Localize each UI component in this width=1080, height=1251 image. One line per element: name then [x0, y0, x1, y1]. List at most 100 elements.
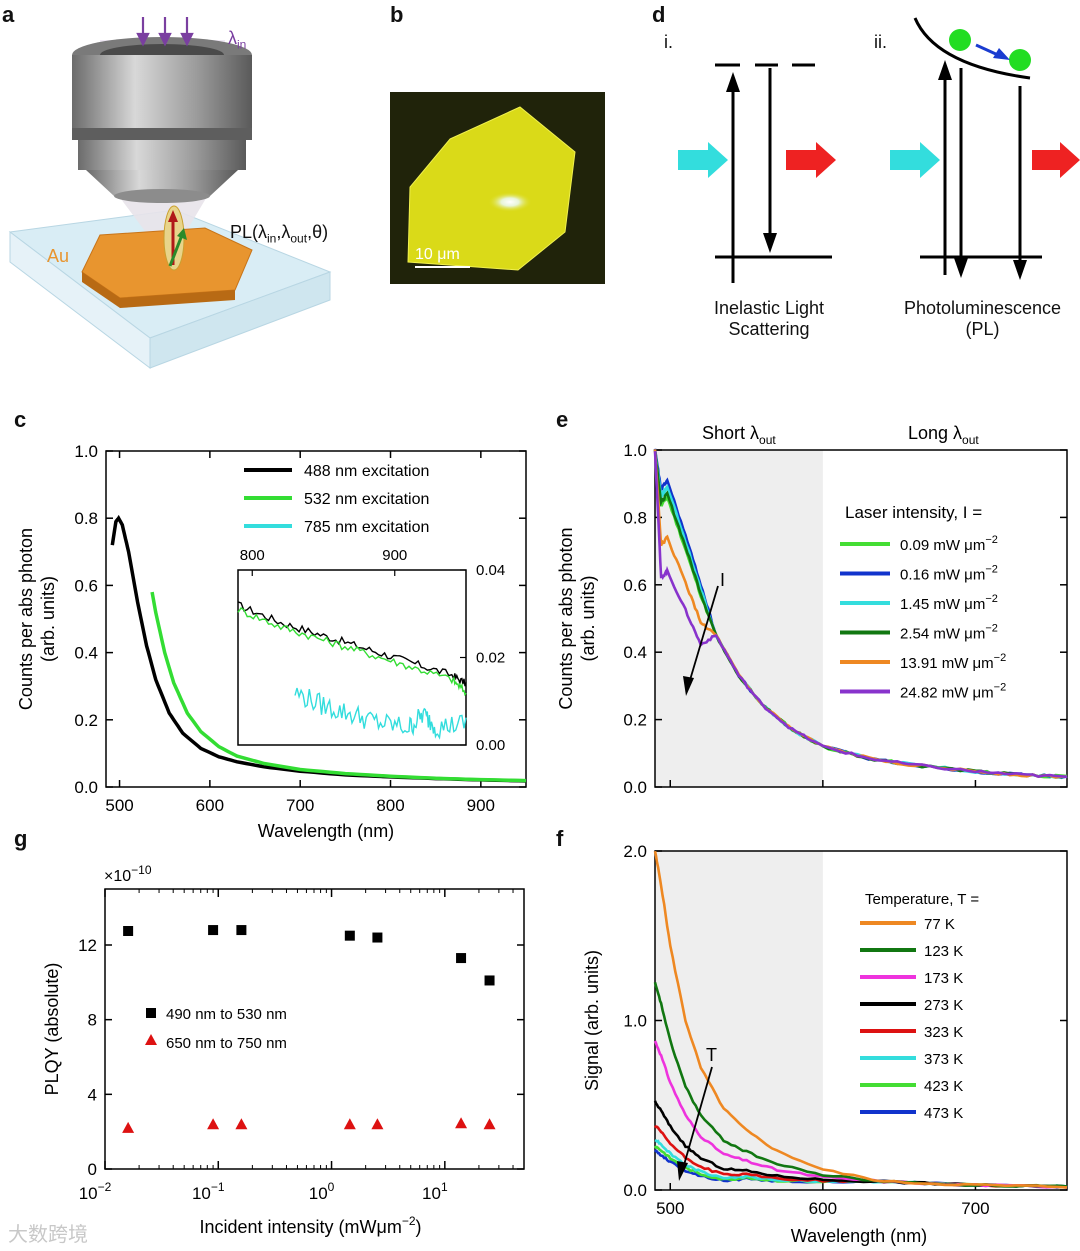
chart-e-legend-sup-5: −2	[994, 682, 1007, 694]
chart-e-ytick-label: 0.2	[623, 711, 647, 730]
chart-f-ylabel: Signal (arb. units)	[582, 950, 602, 1091]
gold-flake-micrograph	[390, 92, 605, 284]
chart-e-legend-label-4: 13.91 mW μm−2	[900, 652, 1006, 672]
chart-g-ytick-label: 8	[88, 1011, 97, 1030]
chart-g-point-square	[344, 930, 355, 941]
pl-caption: Photoluminescence (PL)	[903, 298, 1062, 339]
chart-e-legend-sup-2: −2	[985, 593, 998, 605]
chart-e-ytick-label: 0.4	[623, 643, 647, 662]
chart-c-ytick-label: 0.2	[74, 711, 98, 730]
chart-c-xtick-label: 900	[467, 796, 495, 815]
chart-f: 500 600 700 0.0 1.0 2.0 Wavelength (nm) Signal …	[582, 842, 1068, 1246]
chart-e-ytick-label: 1.0	[623, 441, 647, 460]
chart-g-point-square	[236, 925, 247, 936]
emission-arrow	[168, 234, 184, 267]
case-ii-label: ii.	[874, 32, 887, 52]
chart-f-xtick-label: 700	[961, 1199, 989, 1218]
scattering-up-arrow-head	[726, 72, 740, 92]
chart-c-ytick-label: 0.4	[74, 644, 98, 663]
chart-c-ytick-label: 0.8	[74, 509, 98, 528]
scattering-down-arrow-head	[763, 233, 777, 253]
chart-e-ytick-label: 0.0	[623, 778, 647, 797]
chart-c-xtick-label: 700	[286, 796, 314, 815]
chart-g-legend-triangle	[145, 1034, 157, 1045]
chart-f-legend-label-0: 77 K	[924, 916, 955, 933]
panel-label-b: b	[390, 2, 404, 27]
chart-f-legend-label-3: 273 K	[924, 997, 963, 1014]
lambda-in-label: λin	[228, 28, 247, 52]
chart-g-point-square	[123, 926, 134, 936]
chart-e-legend-label-0: 0.09 mW μm−2	[900, 534, 998, 554]
chart-e-ylabel: Counts per abs photon	[556, 527, 576, 709]
red-output-arrow-ii	[1032, 142, 1080, 178]
cyan-input-arrow-ii	[890, 142, 940, 178]
panel-label-f: f	[556, 826, 564, 851]
chart-g-point-triangle	[455, 1117, 468, 1129]
chart-g-xlabel: Incident intensity (mWμm−2)	[199, 1214, 421, 1237]
pl-up-arrow-head	[938, 60, 952, 80]
chart-f-legend-label-7: 473 K	[924, 1105, 963, 1122]
chart-c-series-1	[150, 591, 527, 783]
chart-g-xlabel-sup: −2	[402, 1214, 416, 1228]
excitation-arrow-head	[168, 210, 178, 222]
chart-f-series-0	[653, 850, 1068, 1189]
chart-e-legend-title: Laser intensity, I =	[845, 503, 982, 522]
chart-g-point-square	[484, 975, 495, 986]
objective-barrel	[72, 55, 252, 135]
chart-e-ytick-label: 0.6	[623, 576, 647, 595]
chart-g-xtick-exp: −1	[211, 1180, 225, 1194]
chart-e-short-label: Short λout	[702, 423, 776, 447]
pl-band-curve	[913, 17, 1031, 80]
chart-g-ylabel: PLQY (absolute)	[42, 963, 62, 1096]
scale-bar-label: 10 μm	[415, 246, 460, 263]
chart-e-short-sub: out	[759, 433, 776, 447]
chart-e-intensity-label: I	[720, 570, 725, 590]
chart-c-inset-xtick-label: 800	[240, 547, 265, 564]
chart-f-xtick-label: 500	[656, 1199, 684, 1218]
chart-e-short-region	[655, 450, 823, 787]
energy-diagram	[678, 17, 1080, 283]
objective-tip	[114, 189, 210, 203]
panel-label-a: a	[2, 2, 15, 27]
chart-g-point-triangle	[207, 1118, 220, 1130]
objective-illustration	[8, 17, 332, 370]
beam-cone	[118, 195, 208, 262]
chart-f-temperature-arrow	[683, 1066, 713, 1166]
chart-f-legend-label-1: 123 K	[924, 943, 963, 960]
glass-slab-front	[149, 271, 331, 369]
chart-g-xlabel-end: )	[416, 1217, 422, 1237]
panel-label-c: c	[14, 407, 27, 432]
chart-c-frame	[105, 450, 527, 788]
gold-flake-image	[407, 106, 576, 271]
chart-g-multiplier: ×10−10	[104, 863, 152, 885]
pl-down-arrow-1-head	[954, 258, 968, 278]
chart-c-ytick-label: 0.6	[74, 576, 98, 595]
chart-g-point-square	[372, 932, 383, 943]
chart-e-series-5	[653, 451, 1068, 779]
chart-g-ytick-label: 4	[88, 1085, 97, 1104]
chart-f-xtick-label: 600	[809, 1199, 837, 1218]
chart-f-legend-label-2: 173 K	[924, 970, 963, 987]
chart-e: 0.0 0.2 0.4 0.6 0.8 1.0 Counts per abs photon(…	[556, 423, 1068, 797]
chart-g-point-triangle	[122, 1121, 135, 1133]
panel-label-e: e	[556, 407, 569, 432]
chart-f-ytick-label: 1.0	[623, 1012, 647, 1031]
chart-c-ytick-label: 1.0	[74, 442, 98, 461]
laser-spot	[488, 192, 532, 212]
chart-g-point-square	[208, 925, 219, 936]
chart-e-long-label: Long λout	[908, 423, 979, 447]
chart-g-point-triangle	[343, 1118, 356, 1130]
chart-f-ytick-label: 2.0	[623, 842, 647, 861]
gold-flake-edge	[82, 272, 235, 308]
chart-e-legend-sup-0: −2	[985, 534, 998, 546]
chart-g-legend-square	[146, 1008, 156, 1018]
chart-f-ytick-label: 0.0	[623, 1181, 647, 1200]
chart-c-legend-label-0: 488 nm excitation	[304, 463, 429, 480]
chart-g-legend-label-0: 490 nm to 530 nm	[166, 1006, 287, 1023]
chart-g-xtick-label: 101	[422, 1180, 448, 1203]
chart-f-temperature-label: T	[706, 1045, 717, 1065]
chart-c-legend-label-2: 785 nm excitation	[304, 519, 429, 536]
chart-e-legend-label-3: 2.54 mW μm−2	[900, 623, 998, 643]
